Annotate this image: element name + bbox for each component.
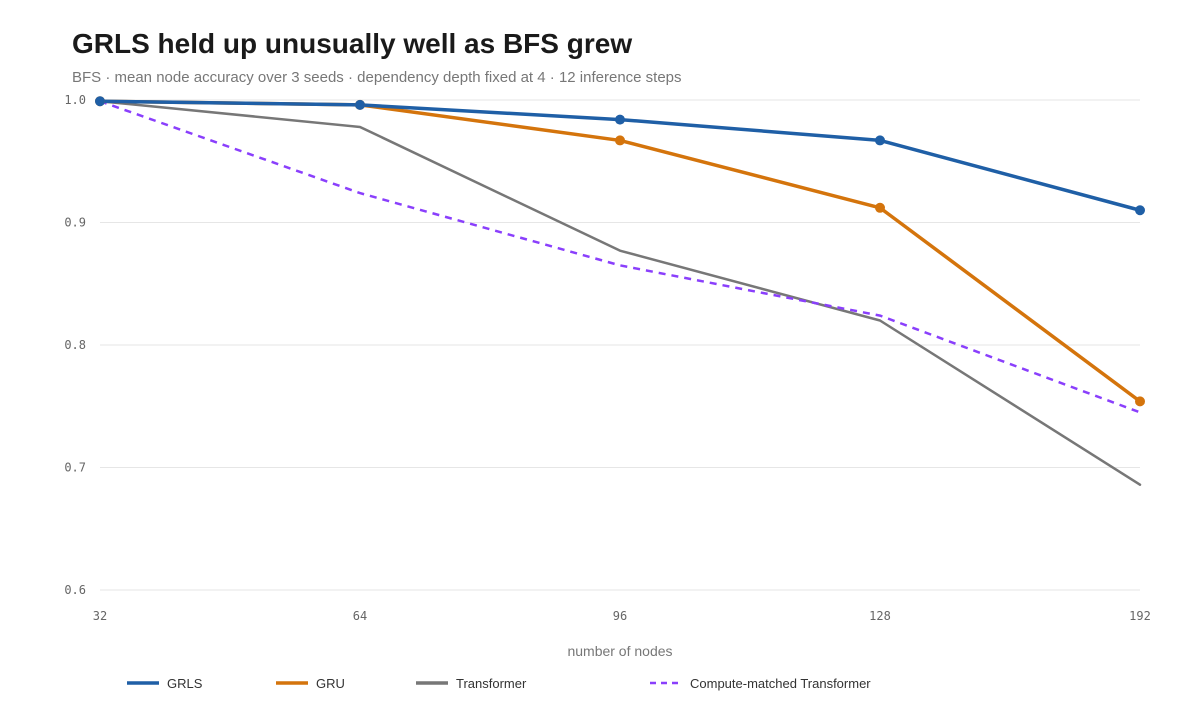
legend-label: Compute-matched Transformer [690,676,871,691]
chart-subtitle: BFS · mean node accuracy over 3 seeds · … [72,69,682,86]
legend-label: GRLS [167,676,203,691]
y-tick-label: 0.9 [64,216,86,230]
data-point-grls [615,114,625,125]
x-tick-label: 192 [1129,609,1151,623]
legend: GRLS GRU Transformer Compute-matched Transf… [127,676,871,691]
data-point-gru [875,202,885,213]
series-markers [95,96,1145,407]
y-tick-label: 0.6 [64,583,86,597]
series-lines [98,99,1142,486]
y-axis-ticks: 0.6 0.7 0.8 0.9 1.0 [64,93,86,597]
x-axis-title: number of nodes [567,643,672,659]
x-tick-label: 96 [613,609,627,623]
data-point-grls [355,99,365,110]
y-tick-label: 0.7 [64,461,86,475]
data-point-grls [875,135,885,146]
data-point-grls [1135,205,1145,216]
y-tick-label: 1.0 [64,93,86,107]
series-line-transformer [98,99,1142,486]
series-line-compute-matched-transformer [99,100,1141,414]
x-axis-ticks: 32 64 96 128 192 [93,609,1151,623]
y-tick-label: 0.8 [64,338,86,352]
x-tick-label: 64 [353,609,367,623]
legend-label: Transformer [456,676,527,691]
x-tick-label: 32 [93,609,107,623]
legend-label: GRU [316,676,345,691]
data-point-grls [95,96,105,107]
grid-lines [100,99,1140,591]
data-point-gru [1135,396,1145,407]
x-tick-label: 128 [869,609,891,623]
data-point-gru [615,135,625,146]
chart-title: GRLS held up unusually well as BFS grew [72,28,633,59]
